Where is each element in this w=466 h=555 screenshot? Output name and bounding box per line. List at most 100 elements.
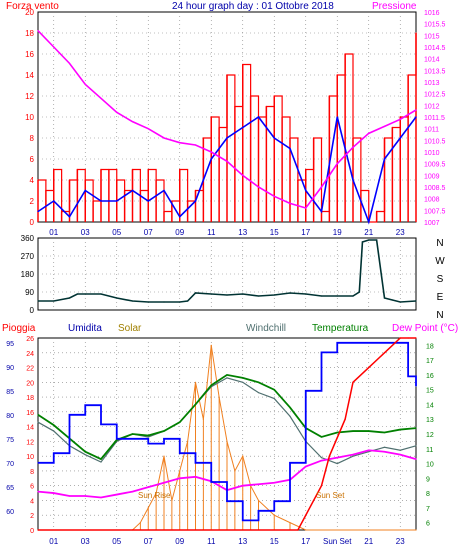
direction-line-point: [320, 295, 323, 297]
temperature-line-point: [100, 458, 102, 460]
temperature-tick: 9: [426, 476, 430, 483]
wind-avg-line-point: [163, 189, 165, 192]
dewpoint-line-point: [336, 457, 338, 459]
humidity-line-point: [273, 500, 275, 502]
windchill-line-point: [53, 430, 55, 432]
solar-line-point: [179, 470, 181, 472]
rain-tick: 26: [26, 336, 34, 343]
wind-line-point: [68, 179, 71, 181]
solar-line-point: [171, 499, 173, 502]
dewpoint-line-point: [352, 454, 354, 456]
direction-line-point: [383, 297, 386, 299]
temperature-tick: 14: [426, 402, 434, 409]
compass-label: N: [436, 310, 443, 321]
wind-line-point: [84, 179, 86, 181]
pressure-line-point: [273, 195, 275, 197]
hour-tick: 05: [112, 228, 121, 237]
wind-avg-line-point: [399, 137, 401, 139]
middle-left-ticks: 0 90 180 270 360: [21, 234, 35, 315]
temperature-line-point: [383, 431, 386, 434]
windchill-line-point: [257, 392, 260, 394]
rain-label: Pioggia: [2, 323, 36, 334]
hour-tick: 11: [207, 537, 216, 546]
direction-line-point: [257, 295, 260, 297]
wind-line-point: [61, 210, 63, 213]
bottom-x-ticks: 01 03 05 07 09 11 13 15 17 Sun Set 21 23: [49, 537, 405, 546]
wind-tick: 18: [25, 29, 34, 38]
wind-line-point: [45, 189, 47, 192]
dewpoint-label: Dew Point (°C): [392, 323, 458, 334]
windchill-line-point: [37, 421, 39, 423]
direction-line-point: [131, 300, 134, 302]
rain-line-point: [352, 381, 354, 383]
rain-line-point: [344, 418, 346, 420]
dewpoint-line-point: [116, 493, 118, 496]
direction-line-point: [210, 293, 212, 295]
wind-avg-line-point: [68, 216, 71, 218]
pressure-tick: 1009: [424, 173, 440, 180]
wind-line-point: [187, 200, 189, 202]
humidity-line-point: [116, 438, 118, 440]
wind-avg-line-point: [257, 116, 260, 118]
pressure-tick: 1010.5: [424, 138, 446, 145]
pressure-tick: 1008: [424, 197, 440, 204]
temperature-ticks: 6 7 8 9 10 11 12 13 14 15 16 17 18: [426, 343, 434, 527]
direction-line-point: [194, 292, 197, 294]
hour-tick: Sun Set: [323, 537, 352, 546]
direction-line-point: [226, 294, 228, 296]
temperature-line-point: [415, 427, 417, 429]
solar-line-point: [194, 381, 197, 383]
pressure-line-point: [163, 137, 165, 139]
pressure-tick: 1007.5: [424, 208, 446, 215]
solar-line-point: [257, 499, 260, 502]
temperature-tick: 10: [426, 462, 434, 469]
wind-line-point: [376, 210, 378, 213]
rain-tick: 4: [30, 498, 34, 505]
windchill-line-point: [100, 461, 102, 463]
solar-line-point: [139, 522, 141, 524]
rain-tick: 20: [26, 380, 34, 387]
solar-line-point: [242, 455, 244, 457]
wind-avg-line-point: [37, 210, 39, 213]
pressure-axis-label: Pressione: [372, 1, 417, 12]
direction-line-point: [358, 291, 360, 293]
top-left-ticks: 0 2 4 6 8 10 12 14 16 18 20: [25, 8, 34, 227]
temperature-tick: 18: [426, 343, 434, 350]
sun-rise-label: Sun Rise: [138, 491, 171, 500]
humidity-line-point: [415, 385, 417, 387]
humidity-ticks: 60 65 70 75 80 85 90 95: [6, 341, 14, 516]
hour-tick: 09: [175, 537, 184, 546]
pressure-tick: 1011.5: [424, 115, 445, 122]
temperature-line-point: [210, 384, 212, 386]
compass-label: E: [437, 292, 444, 303]
wind-line-point: [305, 168, 307, 171]
direction-line-point: [415, 300, 417, 302]
wind-line-point: [399, 116, 401, 118]
hour-tick: 15: [270, 537, 279, 546]
direction-line-point: [179, 301, 181, 303]
windchill-line-point: [226, 377, 228, 379]
humidity-line-point: [53, 452, 55, 454]
pressure-tick: 1007: [424, 220, 440, 227]
temperature-line-point: [273, 389, 275, 391]
pressure-line-point: [37, 30, 39, 32]
hour-tick: 19: [333, 228, 342, 237]
wind-tick: 6: [30, 155, 35, 164]
temperature-label: Temperatura: [312, 323, 369, 334]
hour-tick: 13: [238, 537, 247, 546]
direction-line-point: [352, 295, 354, 297]
humidity-line-point: [289, 462, 291, 464]
wind-tick: 12: [25, 92, 34, 101]
middle-series: [37, 239, 417, 303]
wind-tick: 10: [25, 113, 34, 122]
wind-line-point: [273, 95, 275, 97]
solar-line-point: [305, 529, 307, 531]
wind-avg-line-point: [131, 189, 134, 192]
rain-line-point: [320, 485, 323, 487]
wind-tick: 14: [25, 71, 34, 80]
temperature-tick: 15: [426, 388, 434, 395]
rain-line-point: [368, 366, 370, 369]
wind-line-point: [116, 179, 118, 181]
dewpoint-line-point: [163, 482, 165, 484]
